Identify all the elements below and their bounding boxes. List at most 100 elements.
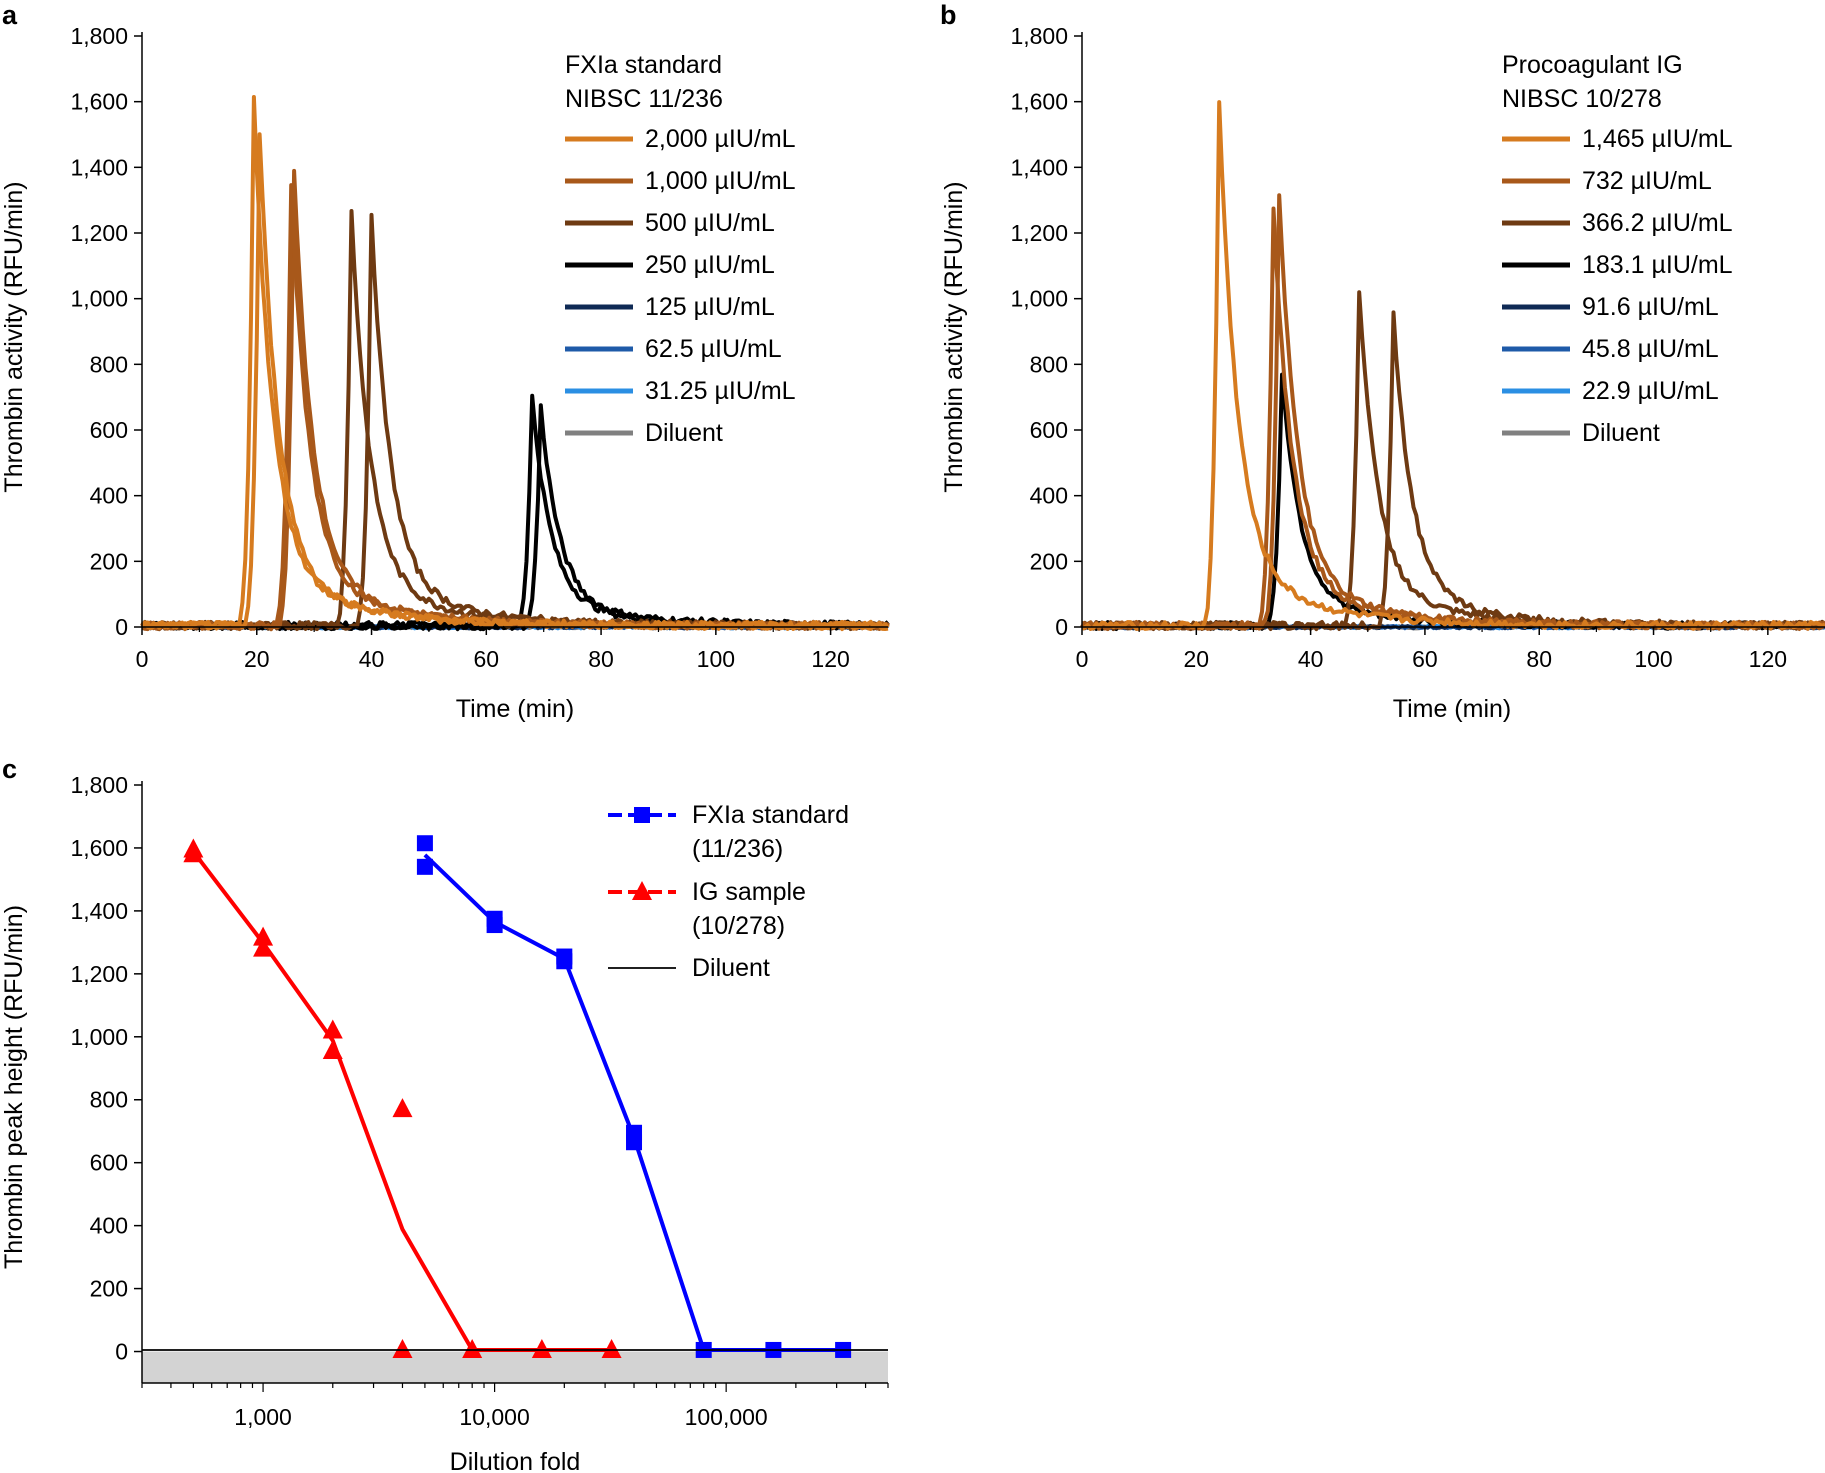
chart-c-legend-marker [634, 807, 650, 823]
chart-c-y-tick-label: 200 [90, 1276, 128, 1302]
chart-c-y-tick-label: 800 [90, 1087, 128, 1113]
chart-a-y-tick-label: 1,200 [70, 220, 128, 246]
chart-a-legend-title: FXIa standard [565, 51, 722, 79]
chart-c-legend-marker [632, 881, 652, 900]
chart-a-legend-label: 2,000 µIU/mL [645, 125, 796, 153]
chart-c-point-triangle [253, 937, 274, 957]
chart-a-y-tick-label: 800 [90, 351, 128, 377]
chart-b-series-line-3-0 [1081, 372, 1825, 632]
chart-b-x-tick-label: 100 [1634, 646, 1672, 672]
chart-c-y-tick-label: 1,600 [70, 835, 128, 861]
chart-a-x-tick-label: 60 [474, 646, 500, 672]
chart-c-y-tick-label: 1,000 [70, 1024, 128, 1050]
chart-c-y-axis-label: Thrombin peak height (RFU/min) [0, 905, 28, 1269]
chart-c-x-tick-label: 10,000 [459, 1404, 529, 1430]
chart-a-y-tick-label: 200 [90, 548, 128, 574]
chart-b-y-tick-label: 0 [1055, 614, 1068, 640]
chart-a-legend-label: 250 µIU/mL [645, 251, 775, 279]
chart-a-x-tick-label: 0 [136, 646, 149, 672]
chart-c-legend-label-line2: (10/278) [692, 912, 785, 940]
chart-a-y-tick-label: 1,600 [70, 89, 128, 115]
chart-a-legend-label: 62.5 µIU/mL [645, 335, 782, 363]
chart-b-legend-label: 732 µIU/mL [1582, 167, 1712, 195]
chart-a-x-tick-label: 80 [588, 646, 614, 672]
chart-c-point-square [626, 1134, 643, 1151]
chart-a-legend-label: 500 µIU/mL [645, 209, 775, 237]
chart-b-y-tick-label: 1,600 [1010, 89, 1068, 115]
chart-b-x-tick-label: 60 [1412, 646, 1438, 672]
chart-a-legend-label: 1,000 µIU/mL [645, 167, 796, 195]
chart-c-y-tick-label: 1,400 [70, 898, 128, 924]
chart-c-point-triangle [322, 1019, 343, 1039]
chart-c-point-triangle [183, 843, 204, 863]
chart-b-y-tick-label: 1,800 [1010, 23, 1068, 49]
chart-b-timecourse: 0 200 400 600 800 1,000 1,200 1,400 1,600 1,800 0 2… [940, 23, 1825, 723]
chart-a-legend-title: NIBSC 11/236 [565, 85, 723, 113]
chart-c-point-triangle [322, 1039, 343, 1059]
chart-a-x-tick-label: 120 [811, 646, 849, 672]
panel-label-a: a [2, 0, 18, 30]
chart-c-point-square [556, 953, 573, 970]
chart-a-x-tick-label: 20 [244, 646, 270, 672]
chart-a-x-axis-label: Time (min) [456, 695, 575, 723]
chart-b-series-line-0-0 [1080, 100, 1825, 632]
chart-c-point-triangle [531, 1338, 552, 1358]
chart-a-y-tick-label: 0 [115, 614, 128, 640]
chart-c-peak-height: 0 200 400 600 800 1,000 1,200 1,400 1,600 1,800 1,… [0, 772, 889, 1473]
chart-c-legend-label: Diluent [692, 954, 770, 982]
chart-a-series-line-0-1 [140, 132, 890, 632]
chart-a-timecourse: 0 200 400 600 800 1,000 1,200 1,400 1,600 1,800 0 2… [0, 23, 890, 723]
chart-a-y-tick-label: 400 [90, 483, 128, 509]
chart-c-y-tick-label: 1,200 [70, 961, 128, 987]
chart-c-y-tick-label: 400 [90, 1213, 128, 1239]
chart-c-point-triangle [392, 1338, 413, 1358]
chart-a-y-tick-label: 1,400 [70, 154, 128, 180]
chart-c-legend-label: IG sample [692, 878, 806, 906]
chart-c-point-triangle [462, 1338, 483, 1358]
chart-b-y-tick-label: 200 [1030, 548, 1068, 574]
chart-b-y-tick-label: 1,000 [1010, 286, 1068, 312]
chart-c-x-axis-label: Dilution fold [450, 1448, 581, 1473]
chart-b-x-tick-label: 40 [1298, 646, 1324, 672]
chart-b-x-tick-label: 80 [1526, 646, 1552, 672]
chart-c-legend-label: FXIa standard [692, 801, 849, 829]
panel-label-c: c [2, 754, 17, 784]
chart-a-legend-label: 125 µIU/mL [645, 293, 775, 321]
chart-b-y-tick-label: 1,200 [1010, 220, 1068, 246]
chart-c-shaded-region [142, 1351, 888, 1383]
chart-a-x-tick-label: 40 [359, 646, 385, 672]
chart-c-point-triangle [253, 926, 274, 946]
chart-c-y-tick-label: 0 [115, 1339, 128, 1365]
chart-c-legend-label-line2: (11/236) [692, 835, 783, 863]
chart-a-y-tick-label: 1,000 [70, 286, 128, 312]
chart-b-legend-title: NIBSC 10/278 [1502, 85, 1662, 113]
chart-b-legend-label: Diluent [1582, 419, 1660, 447]
chart-a-x-tick-label: 100 [697, 646, 735, 672]
chart-c-point-triangle [392, 1098, 413, 1118]
chart-b-legend-label: 183.1 µIU/mL [1582, 251, 1733, 279]
chart-a-y-tick-label: 600 [90, 417, 128, 443]
chart-a-legend-label: 31.25 µIU/mL [645, 377, 796, 405]
chart-a-legend-label: Diluent [645, 419, 723, 447]
chart-b-y-tick-label: 800 [1030, 351, 1068, 377]
chart-c-x-tick-label: 1,000 [234, 1404, 292, 1430]
chart-a-y-axis-label: Thrombin activity (RFU/min) [0, 181, 28, 492]
chart-c-point-square [416, 858, 433, 875]
chart-a-y-tick-label: 1,800 [70, 23, 128, 49]
chart-b-legend-label: 45.8 µIU/mL [1582, 335, 1719, 363]
chart-b-x-tick-label: 120 [1749, 646, 1787, 672]
chart-c-point-square [486, 917, 503, 934]
chart-c-point-triangle [601, 1338, 622, 1358]
chart-b-legend-label: 91.6 µIU/mL [1582, 293, 1719, 321]
chart-c-y-tick-label: 600 [90, 1150, 128, 1176]
chart-c-point-square [416, 835, 433, 852]
chart-b-legend-label: 1,465 µIU/mL [1582, 125, 1733, 153]
chart-b-y-tick-label: 600 [1030, 417, 1068, 443]
chart-b-x-tick-label: 0 [1076, 646, 1089, 672]
chart-b-y-axis-label: Thrombin activity (RFU/min) [940, 181, 968, 492]
chart-b-x-axis-label: Time (min) [1393, 695, 1512, 723]
chart-c-x-tick-label: 100,000 [685, 1404, 768, 1430]
chart-b-y-tick-label: 1,400 [1010, 154, 1068, 180]
chart-b-x-tick-label: 20 [1184, 646, 1210, 672]
